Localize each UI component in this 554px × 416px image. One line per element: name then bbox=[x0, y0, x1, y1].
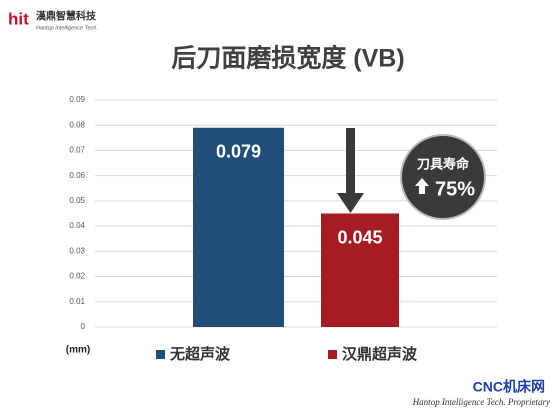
y-tick-label: 0.09 bbox=[69, 95, 85, 104]
y-tick-label: 0.04 bbox=[69, 221, 85, 230]
y-unit: (mm) bbox=[66, 345, 90, 356]
y-tick-label: 0.07 bbox=[69, 146, 85, 155]
legend-label: 汉鼎超声波 bbox=[342, 345, 418, 363]
value-label: 0.079 bbox=[216, 141, 261, 161]
y-tick-label: 0 bbox=[81, 322, 86, 331]
footer-note: Hantop Intelligence Tech. Proprietary bbox=[412, 397, 550, 407]
footer-site: CNC机床网 bbox=[473, 379, 545, 395]
logo-name: 漢鼎智慧科技 bbox=[36, 10, 97, 23]
up-arrow bbox=[415, 178, 429, 194]
y-tick-label: 0.02 bbox=[69, 272, 85, 281]
bar bbox=[321, 213, 399, 327]
legend-label: 无超声波 bbox=[169, 345, 231, 363]
bar bbox=[193, 127, 284, 327]
y-tick-label: 0.06 bbox=[69, 171, 85, 180]
y-tick-label: 0.08 bbox=[69, 120, 85, 129]
badge bbox=[400, 134, 486, 220]
logo-tagline: Hantop Intelligence Tech. bbox=[36, 25, 98, 31]
badge-title: 刀具寿命 bbox=[417, 156, 470, 171]
value-label: 0.045 bbox=[337, 227, 382, 247]
badge-text: 75% bbox=[435, 178, 475, 200]
y-tick-label: 0.05 bbox=[69, 196, 85, 205]
down-arrow bbox=[337, 128, 364, 213]
chart-title: 后刀面磨损宽度 (VB) bbox=[171, 44, 404, 73]
logo-brand: hit bbox=[8, 9, 29, 28]
legend-swatch bbox=[328, 350, 337, 359]
legend-swatch bbox=[156, 350, 165, 359]
y-tick-label: 0.03 bbox=[69, 246, 85, 255]
y-tick-label: 0.01 bbox=[69, 297, 85, 306]
